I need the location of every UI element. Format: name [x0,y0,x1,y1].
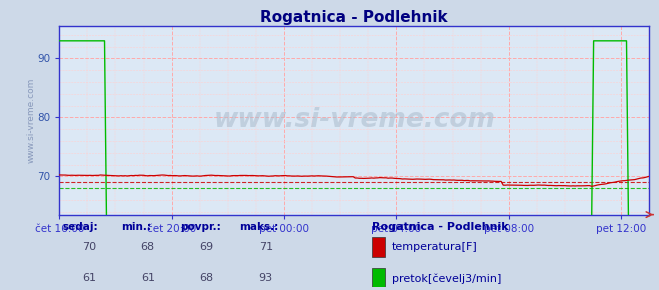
Text: 61: 61 [82,273,96,283]
Text: www.si-vreme.com: www.si-vreme.com [214,107,495,133]
Text: 68: 68 [200,273,214,283]
Text: sedaj:: sedaj: [62,222,98,232]
Text: 71: 71 [259,242,273,252]
Text: maks.:: maks.: [239,222,279,232]
Bar [372,237,385,258]
Text: 70: 70 [82,242,96,252]
Text: temperatura[F]: temperatura[F] [392,242,478,252]
Title: Rogatnica - Podlehnik: Rogatnica - Podlehnik [260,10,448,25]
Text: povpr.:: povpr.: [180,222,221,232]
Text: 69: 69 [200,242,214,252]
Text: pretok[čevelj3/min]: pretok[čevelj3/min] [392,273,501,284]
Text: 61: 61 [141,273,155,283]
Text: 93: 93 [259,273,273,283]
Bar [372,268,385,289]
Text: min.:: min.: [121,222,151,232]
Y-axis label: www.si-vreme.com: www.si-vreme.com [27,78,36,163]
Text: Rogatnica - Podlehnik: Rogatnica - Podlehnik [372,222,509,232]
Text: 68: 68 [141,242,155,252]
